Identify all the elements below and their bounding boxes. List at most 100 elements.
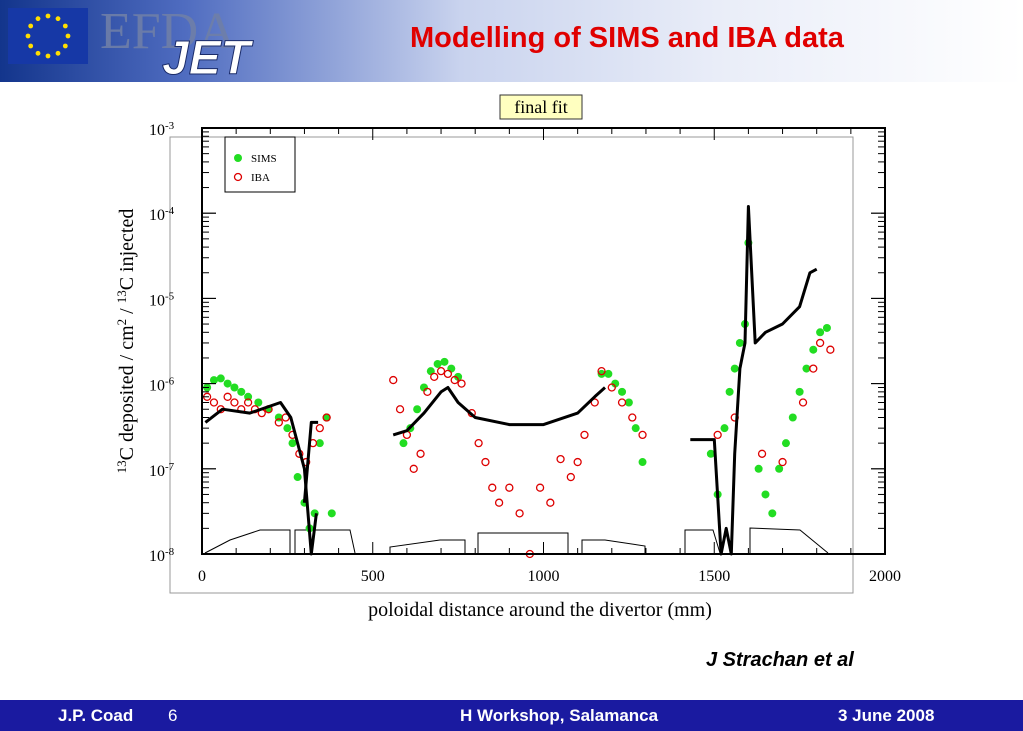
chart: final fit 10-310-410-510-610-710-8 0 500 1… (114, 94, 901, 621)
eu-flag-icon (8, 8, 88, 64)
divertor-tiles (204, 527, 829, 554)
y-tick-label-exponent: -7 (165, 461, 175, 473)
sims-point (433, 359, 442, 368)
eu-star-icon (45, 53, 51, 59)
y-tick-label: 10-5 (149, 290, 175, 309)
model-fit-line (204, 401, 318, 556)
sims-point (597, 369, 606, 378)
sims-point (788, 413, 797, 422)
iba-point (223, 392, 232, 401)
x-tick-label: 1500 (698, 568, 730, 585)
iba-point (566, 472, 575, 482)
iba-point (430, 372, 439, 382)
footer-page-number: 6 (168, 706, 178, 725)
iba-point (315, 423, 324, 433)
y-tick-label-exponent: -3 (165, 120, 175, 132)
legend: SIMS IBA (224, 136, 296, 193)
sims-point (761, 490, 770, 499)
sims-point (822, 323, 831, 332)
y-tick-label-base: 10 (149, 292, 165, 309)
iba-point (590, 398, 599, 407)
sims-point (638, 458, 647, 467)
chart-background (169, 136, 854, 594)
iba-point (322, 413, 331, 422)
x-axis: 0 500 1000 1500 2000 (198, 128, 901, 585)
sims-point (816, 328, 825, 337)
eu-star-icon (28, 23, 34, 29)
sims-point (209, 376, 218, 385)
iba-point (713, 430, 722, 440)
sims-point (725, 387, 734, 396)
sims-point (315, 439, 324, 448)
sims-point (447, 364, 456, 373)
y-axis: 10-310-410-510-610-710-8 (149, 120, 885, 565)
sims-point (230, 383, 239, 392)
sims-point (413, 405, 422, 414)
y-axis-label: 13C deposited / cm2 / 13C injected (114, 209, 139, 474)
y-tick-label-base: 10 (149, 207, 165, 224)
iba-point (274, 418, 283, 427)
sims-point (293, 473, 302, 482)
iba-point (505, 483, 514, 492)
eu-star-icon (35, 16, 41, 22)
iba-point (809, 364, 818, 373)
iba-point (757, 449, 767, 458)
y-label-sup-13a: 13 (114, 460, 129, 473)
model-fit-line (690, 205, 818, 556)
model-fit-line (392, 386, 607, 437)
iba-point (457, 379, 466, 388)
footer-event: H Workshop, Salamanca (460, 706, 659, 725)
sims-point (399, 439, 408, 448)
footer-date: 3 June 2008 (838, 706, 935, 725)
y-tick-label-base: 10 (149, 548, 165, 565)
sims-point (254, 398, 263, 407)
x-tick-label: 2000 (869, 568, 901, 585)
y-tick-label: 10-7 (149, 461, 175, 480)
y-tick-label: 10-4 (149, 205, 175, 224)
iba-point (443, 369, 453, 379)
iba-point (580, 430, 589, 440)
sims-point (624, 398, 633, 407)
y-tick-label-exponent: -4 (165, 205, 175, 217)
iba-point (243, 398, 253, 407)
sims-point (795, 387, 804, 396)
y-tick-label: 10-3 (149, 120, 175, 139)
sims-point (419, 383, 428, 392)
iba-point (778, 457, 787, 467)
x-tick-label: 500 (361, 568, 385, 585)
iba-point (409, 464, 418, 473)
y-label-part-3: C injected (116, 209, 138, 291)
iba-point (423, 387, 432, 397)
logo-jet-text: JET (162, 32, 254, 76)
slide-title: Modelling of SIMS and IBA data (410, 22, 844, 54)
sims-point (237, 387, 246, 396)
y-label-part-2: / (116, 303, 138, 319)
sims-point (775, 464, 784, 473)
sims-point (781, 439, 790, 448)
iba-point (389, 375, 398, 385)
y-tick-label-exponent: -8 (165, 546, 175, 558)
legend-box (224, 136, 296, 193)
iba-point (607, 383, 616, 392)
y-tick-label-base: 10 (149, 463, 165, 480)
sims-point (809, 345, 818, 354)
iba-point (494, 498, 504, 507)
eu-star-icon (55, 16, 61, 22)
sims-point (754, 464, 763, 473)
sims-point (322, 413, 331, 422)
chart-title-box (499, 94, 583, 120)
eu-star-icon (62, 23, 68, 29)
data-layer (202, 205, 835, 559)
sims-point (611, 379, 620, 388)
efda-jet-logo: EFDA JET (100, 4, 254, 76)
iba-point (815, 338, 825, 348)
sims-point (440, 357, 449, 366)
legend-sims-label: SIMS (251, 153, 277, 165)
model-fit-line (302, 420, 319, 503)
sims-point (720, 424, 729, 433)
iba-point (488, 483, 497, 492)
sims-point (454, 372, 463, 381)
iba-point (416, 449, 425, 458)
sims-point (327, 509, 336, 518)
eu-star-icon (55, 50, 61, 56)
